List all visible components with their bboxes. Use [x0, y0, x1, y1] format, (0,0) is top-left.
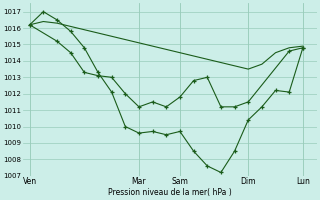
X-axis label: Pression niveau de la mer( hPa ): Pression niveau de la mer( hPa ) — [108, 188, 232, 197]
